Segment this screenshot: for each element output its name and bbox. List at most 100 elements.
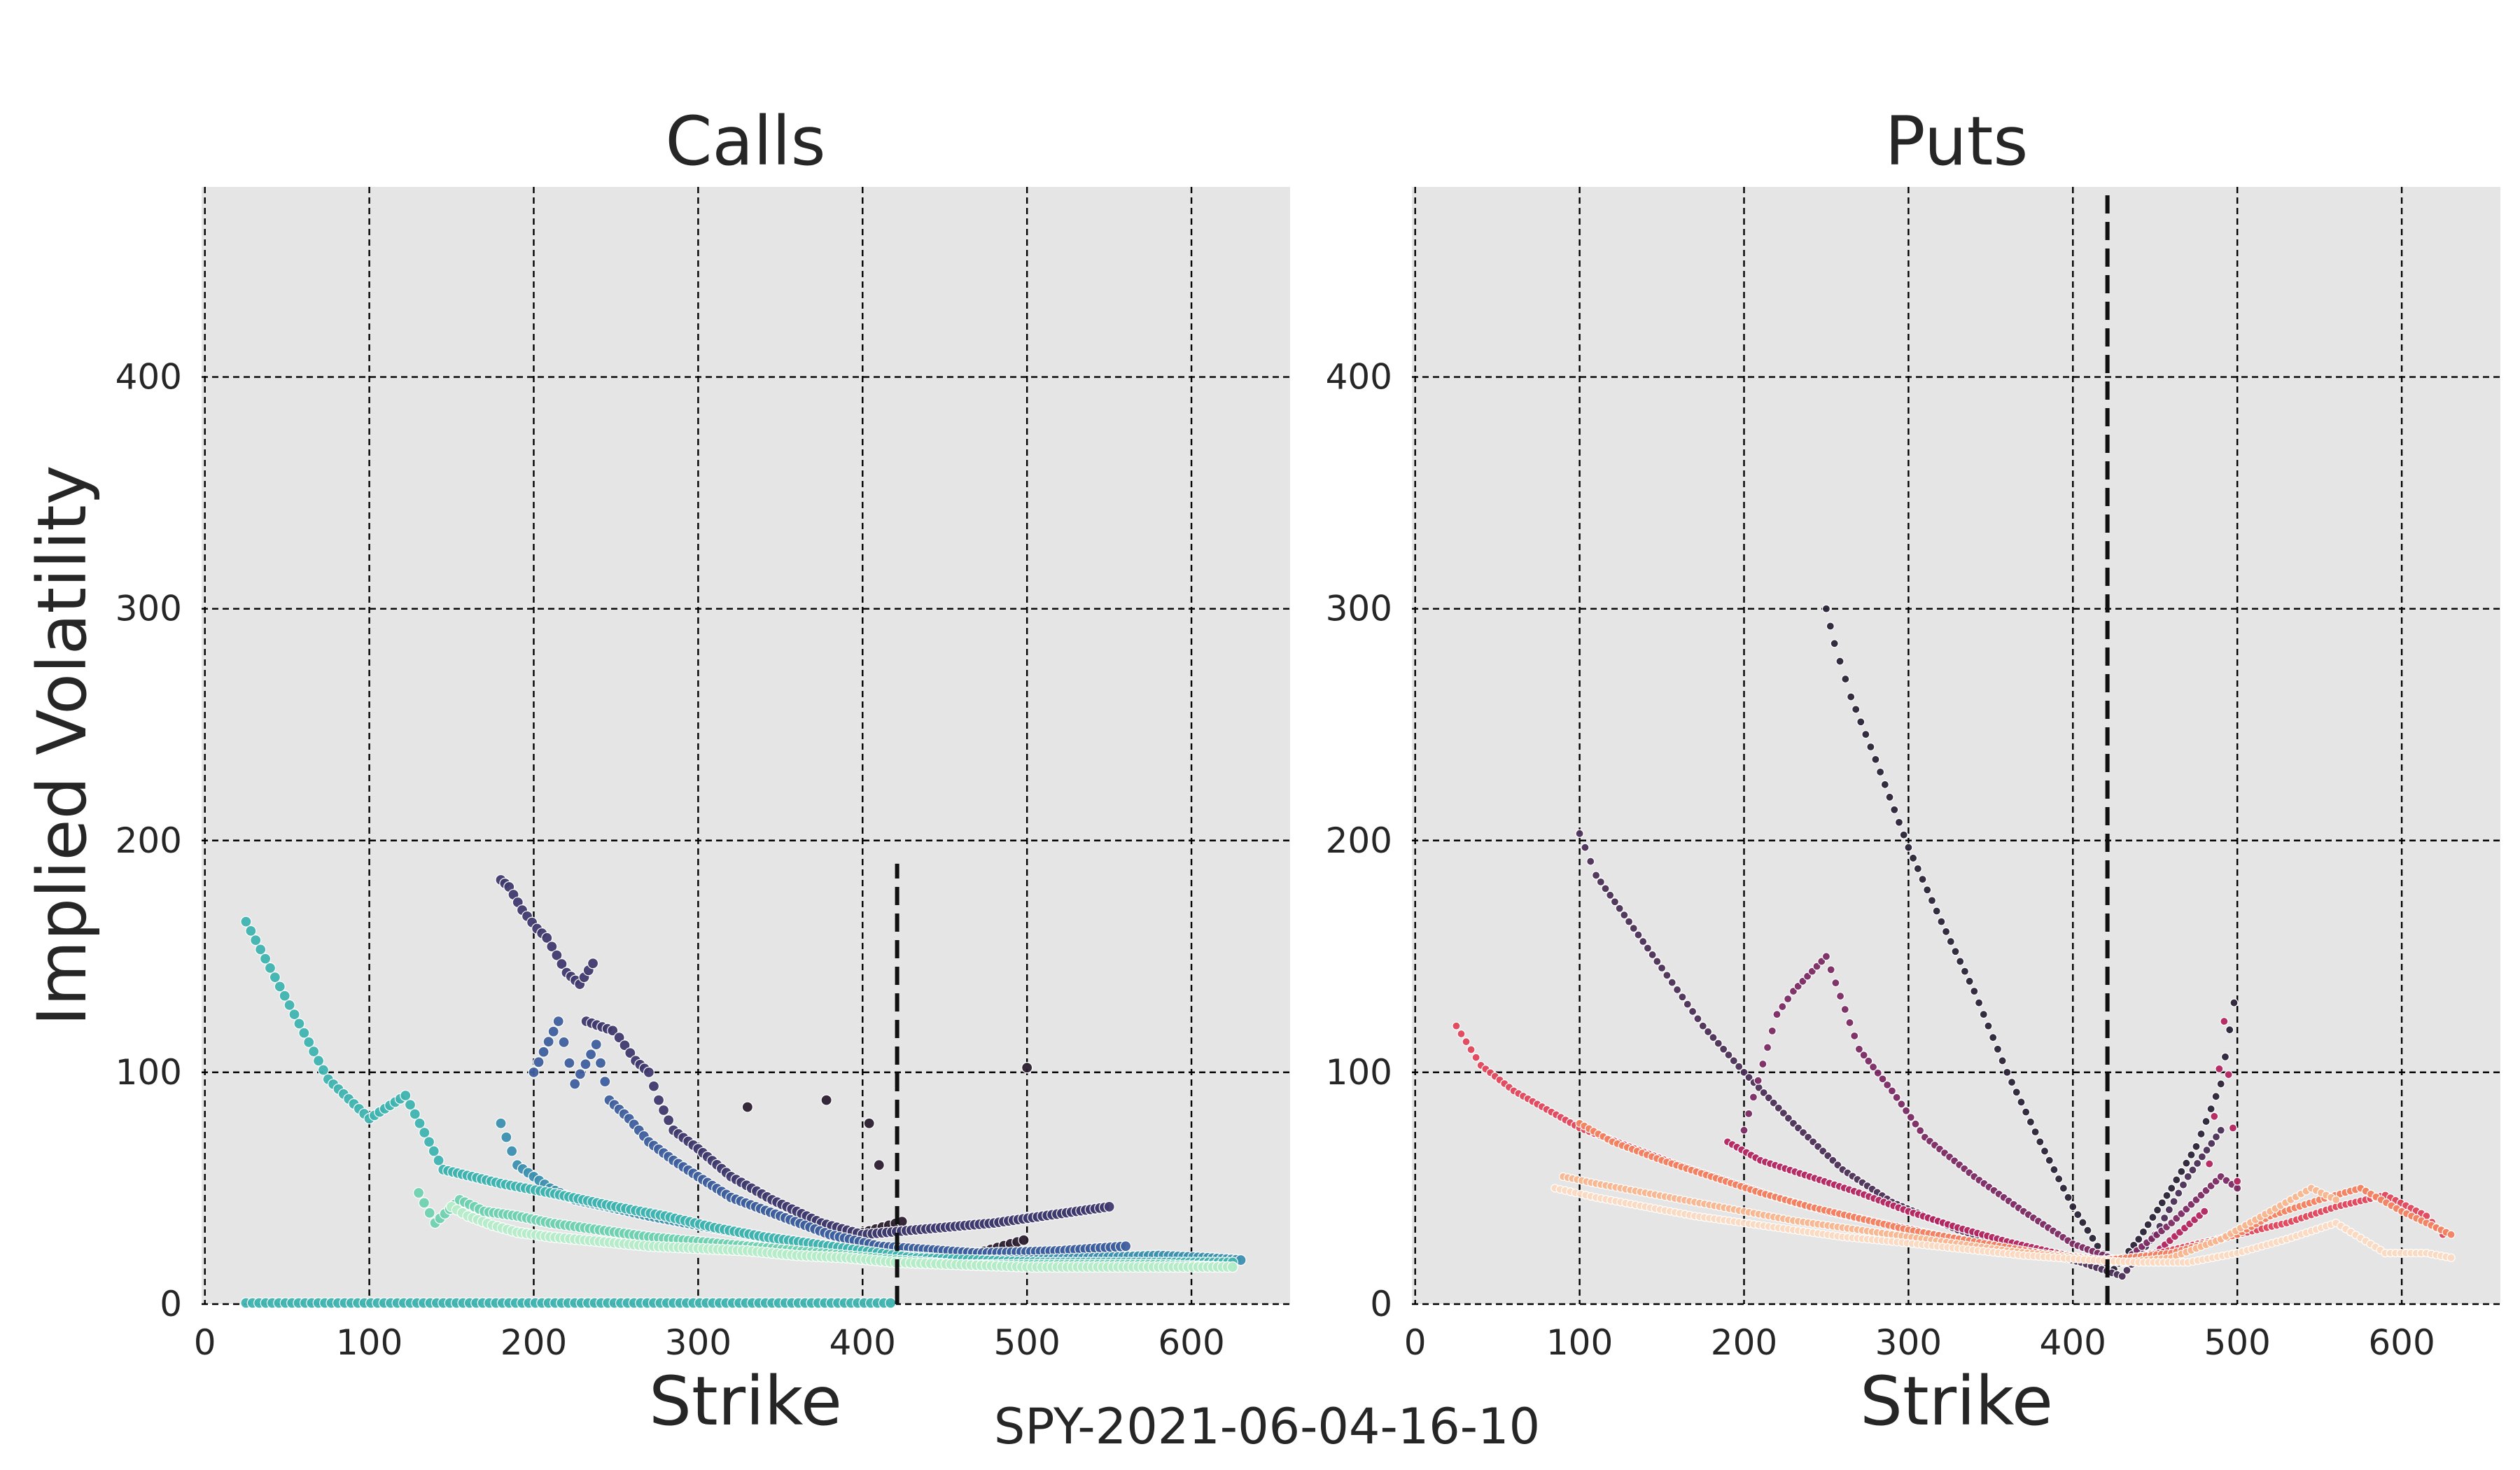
puts-data-point bbox=[2197, 1152, 2206, 1161]
puts-x-tick-label: 0 bbox=[1404, 1322, 1427, 1363]
puts-data-point bbox=[2233, 1177, 2242, 1186]
puts-data-point bbox=[1749, 1093, 1758, 1102]
calls-data-point bbox=[741, 1101, 753, 1113]
puts-data-point bbox=[1993, 1044, 2002, 1054]
puts-data-point bbox=[2192, 1142, 2201, 1151]
puts-data-point bbox=[1826, 965, 1835, 974]
puts-data-point bbox=[2197, 1129, 2206, 1139]
puts-data-point bbox=[2182, 1158, 2191, 1168]
puts-data-point bbox=[1847, 692, 1856, 701]
puts-data-point bbox=[2157, 1198, 2166, 1208]
puts-data-point bbox=[2206, 1105, 2216, 1114]
puts-data-point bbox=[1998, 1056, 2007, 1065]
calls-data-point bbox=[648, 1080, 660, 1092]
puts-data-point bbox=[2216, 1079, 2225, 1088]
puts-data-point bbox=[1719, 1044, 1728, 1054]
puts-y-tick-label: 300 bbox=[1326, 589, 1392, 629]
calls-data-point bbox=[547, 1026, 559, 1037]
puts-data-point bbox=[1974, 998, 1984, 1007]
puts-data-point bbox=[2007, 1077, 2017, 1087]
puts-data-point bbox=[2230, 998, 2239, 1007]
puts-data-point bbox=[1740, 1126, 1749, 1135]
puts-data-point bbox=[2225, 1026, 2234, 1035]
calls-x-tick-label: 500 bbox=[993, 1322, 1060, 1363]
puts-data-point bbox=[1575, 829, 1584, 838]
puts-data-point bbox=[1892, 1093, 1901, 1102]
puts-data-point bbox=[1729, 1056, 1738, 1065]
puts-data-point bbox=[1709, 1033, 1718, 1042]
puts-data-point bbox=[1764, 1093, 1773, 1102]
y-axis-label: Implied Volatility bbox=[23, 465, 102, 1026]
puts-data-point bbox=[1591, 871, 1601, 880]
calls-panel: 0 100 200 300 400 500 600 0 100 200 300 400 Calls S… bbox=[115, 102, 1290, 1441]
calls-y-tick-label: 100 bbox=[115, 1052, 182, 1093]
calls-points bbox=[240, 874, 1247, 1309]
puts-data-point bbox=[1845, 1018, 1854, 1028]
calls-data-point bbox=[288, 1008, 300, 1021]
calls-data-point bbox=[274, 981, 286, 993]
puts-data-point bbox=[1606, 890, 1615, 899]
calls-title: Calls bbox=[665, 102, 825, 181]
puts-data-point bbox=[1946, 937, 1955, 946]
calls-data-point bbox=[506, 1145, 518, 1157]
puts-data-point bbox=[1951, 947, 1960, 956]
puts-data-point bbox=[1735, 1062, 1744, 1071]
puts-data-point bbox=[2446, 1230, 2456, 1239]
figure-suptitle: SPY-2021-06-04-16-10 bbox=[994, 1398, 1540, 1455]
puts-data-point bbox=[1897, 1100, 1906, 1109]
puts-data-point bbox=[2148, 1212, 2157, 1222]
puts-data-point bbox=[2031, 1127, 2040, 1137]
calls-x-tick-label: 400 bbox=[830, 1322, 896, 1363]
calls-data-point bbox=[1120, 1240, 1132, 1252]
puts-data-point bbox=[1758, 1059, 1768, 1069]
puts-data-point bbox=[1639, 937, 1648, 946]
puts-data-point bbox=[2138, 1227, 2148, 1236]
calls-data-point bbox=[585, 1049, 597, 1060]
calls-data-point bbox=[255, 944, 267, 955]
puts-data-point bbox=[1856, 718, 1865, 727]
calls-y-tick-label: 300 bbox=[115, 589, 182, 629]
calls-data-point bbox=[885, 1297, 897, 1309]
puts-data-point bbox=[2134, 1235, 2143, 1244]
calls-data-point bbox=[657, 1104, 670, 1116]
puts-data-point bbox=[1904, 843, 1913, 852]
puts-data-point bbox=[1868, 1063, 1878, 1072]
calls-x-tick-label: 300 bbox=[665, 1322, 732, 1363]
calls-data-point bbox=[538, 1046, 550, 1058]
puts-data-point bbox=[2152, 1205, 2162, 1214]
puts-data-point bbox=[1657, 963, 1667, 972]
puts-data-point bbox=[1866, 742, 1875, 752]
puts-data-point bbox=[1610, 897, 1620, 906]
calls-data-point bbox=[873, 1159, 885, 1171]
calls-data-point bbox=[495, 1117, 507, 1129]
puts-data-point bbox=[1831, 979, 1840, 988]
puts-data-point bbox=[1466, 1045, 1476, 1054]
puts-x-tick-label: 100 bbox=[1546, 1322, 1613, 1363]
calls-data-point bbox=[542, 1036, 554, 1048]
puts-data-point bbox=[1653, 957, 1662, 966]
puts-title: Puts bbox=[1885, 102, 2029, 181]
puts-data-point bbox=[1581, 843, 1590, 852]
puts-panel: 0 100 200 300 400 500 600 0 100 200 300 400 Puts St… bbox=[1326, 102, 2500, 1441]
puts-x-tick-label: 600 bbox=[2368, 1322, 2435, 1363]
puts-data-point bbox=[1851, 705, 1861, 714]
puts-data-point bbox=[1890, 805, 1899, 814]
puts-data-point bbox=[2088, 1233, 2097, 1243]
calls-data-point bbox=[308, 1045, 320, 1058]
puts-data-point bbox=[2118, 1272, 2127, 1281]
calls-data-point bbox=[240, 916, 252, 927]
calls-data-point bbox=[551, 949, 563, 961]
puts-data-point bbox=[1835, 657, 1844, 666]
puts-data-point bbox=[2122, 1266, 2132, 1275]
puts-y-tick-label: 400 bbox=[1326, 357, 1392, 398]
puts-data-point bbox=[1586, 857, 1595, 866]
puts-data-point bbox=[1913, 864, 1922, 874]
calls-data-point bbox=[652, 1094, 665, 1106]
calls-data-point bbox=[546, 941, 558, 953]
puts-data-point bbox=[1932, 906, 1941, 916]
puts-data-point bbox=[1885, 792, 1894, 802]
puts-data-point bbox=[1779, 1109, 1788, 1118]
puts-data-point bbox=[1754, 1076, 1763, 1085]
calls-data-point bbox=[433, 1154, 444, 1166]
